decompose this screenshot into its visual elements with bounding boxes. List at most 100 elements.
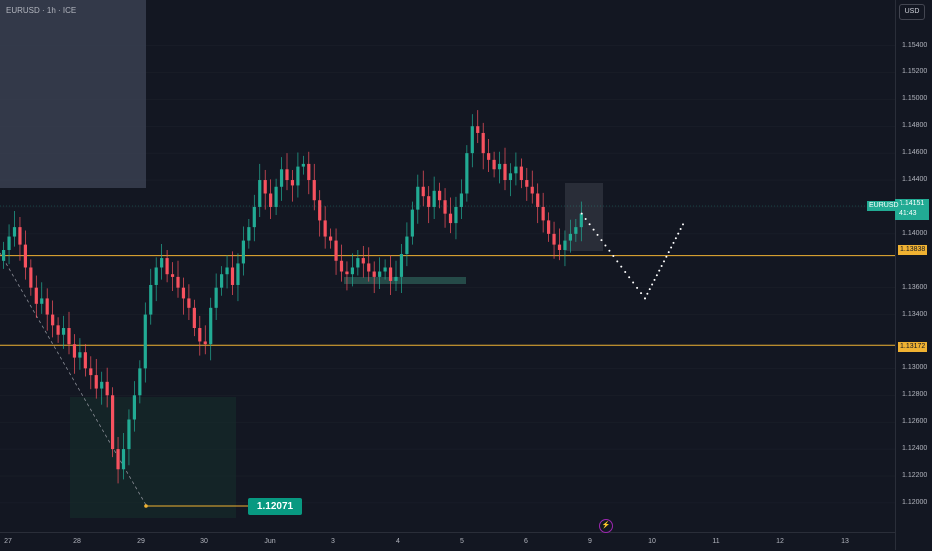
candle-body-85	[465, 153, 469, 194]
price-tick-5: 1.14400	[902, 176, 928, 184]
price-chart[interactable]	[0, 0, 895, 530]
projection-dot	[644, 297, 646, 300]
projection-dot	[658, 269, 661, 272]
price-axis[interactable]	[895, 0, 932, 550]
projection-dot	[600, 239, 603, 242]
candle-body-40	[220, 274, 224, 288]
candle-body-94	[514, 166, 518, 174]
candle-body-9	[51, 314, 55, 326]
price-tick-10: 1.13000	[902, 364, 928, 372]
candle-body-22	[121, 449, 126, 470]
time-axis[interactable]	[0, 532, 895, 551]
time-tick-6: 4	[396, 538, 400, 545]
price-tick-1: 1.15200	[902, 68, 928, 76]
candle-body-93	[508, 173, 513, 181]
candle-body-5	[29, 267, 33, 288]
candle-body-67	[367, 263, 371, 272]
time-tick-7: 5	[460, 538, 464, 545]
candle-body-54	[296, 166, 300, 186]
time-tick-9: 9	[588, 538, 592, 545]
candle-body-77	[421, 186, 425, 197]
price-levels	[0, 255, 895, 346]
projection-dot	[682, 223, 684, 226]
time-tick-12: 12	[776, 538, 784, 545]
candle-body-49	[269, 193, 273, 207]
candle-body-73	[399, 254, 404, 277]
candle-body-97	[530, 186, 534, 194]
candle-body-102	[557, 244, 562, 250]
candle-body-91	[497, 163, 502, 170]
time-tick-2: 29	[137, 538, 145, 545]
demand-zone	[70, 397, 236, 518]
candle-body-66	[361, 258, 365, 264]
current-price-badge: 1.14151 41:43	[895, 199, 929, 220]
candle-body-88	[481, 132, 485, 154]
candle-body-50	[274, 186, 278, 207]
candle-body-78	[427, 196, 431, 207]
candle-body-14	[78, 352, 82, 358]
candle-body-103	[563, 240, 567, 250]
candle-body-53	[290, 180, 295, 186]
candle-body-86	[470, 126, 474, 154]
candle-body-33	[181, 287, 186, 299]
candle-body-95	[519, 166, 523, 181]
price-tick-2: 1.15000	[902, 95, 928, 103]
candle-body-65	[356, 258, 360, 268]
candle-body-39	[214, 287, 218, 308]
price-tick-14: 1.12200	[902, 471, 928, 479]
time-tick-0: 27	[4, 538, 12, 545]
lightning-icon[interactable]: ⚡	[599, 519, 613, 533]
candle-body-92	[503, 163, 507, 181]
symbol-title: EURUSD · 1h · ICE	[6, 6, 77, 15]
candle-body-23	[127, 419, 131, 450]
candle-body-105	[574, 227, 578, 234]
price-tick-3: 1.14800	[902, 122, 928, 130]
support-zone	[344, 277, 466, 284]
projection-dot	[620, 265, 623, 268]
candle-body-27	[149, 284, 153, 315]
low-marker-dot	[144, 504, 148, 508]
candle-body-43	[236, 263, 240, 285]
level-label-1: 1.13838	[898, 245, 928, 255]
candle-body-29	[160, 258, 164, 268]
candle-body-15	[83, 352, 87, 369]
candle-body-81	[443, 200, 447, 214]
price-tick-7: 1.14000	[902, 229, 928, 237]
current-price-symbol-label: EURUSD	[867, 201, 901, 211]
projection-dot	[632, 281, 635, 284]
candle-body-36	[198, 328, 202, 342]
candle-body-2	[12, 227, 17, 237]
currency-badge[interactable]: USD	[899, 4, 925, 20]
candle-body-32	[176, 276, 180, 288]
candle-body-64	[350, 267, 354, 275]
projection-dot	[588, 223, 591, 226]
projection-zigzag	[580, 212, 684, 300]
projection-dot	[580, 212, 583, 215]
projection-dot	[624, 270, 627, 273]
candle-body-56	[307, 163, 311, 181]
projection-dot	[636, 286, 639, 289]
candle-body-58	[318, 200, 322, 221]
time-tick-11: 11	[712, 538, 720, 545]
bar-countdown: 41:43	[899, 210, 917, 217]
current-price-value: 1.14151	[899, 200, 925, 207]
projection-dot	[653, 278, 656, 281]
candle-body-72	[394, 276, 398, 281]
candle-body-70	[383, 267, 387, 272]
candle-body-3	[18, 227, 22, 245]
candle-body-8	[45, 298, 49, 315]
candle-body-10	[56, 325, 60, 335]
price-tick-11: 1.12800	[902, 391, 928, 399]
projection-dot	[665, 255, 668, 258]
time-tick-13: 13	[841, 538, 849, 545]
projection-dot	[667, 251, 670, 254]
candle-body-0	[2, 249, 6, 261]
projection-dot	[651, 283, 654, 286]
candle-body-38	[209, 307, 213, 345]
time-tick-1: 28	[73, 538, 81, 545]
candle-body-82	[448, 213, 453, 224]
projection-dot	[628, 276, 631, 279]
candle-body-84	[459, 193, 463, 207]
projection-dot	[646, 292, 649, 295]
price-tick-13: 1.12400	[902, 445, 928, 453]
